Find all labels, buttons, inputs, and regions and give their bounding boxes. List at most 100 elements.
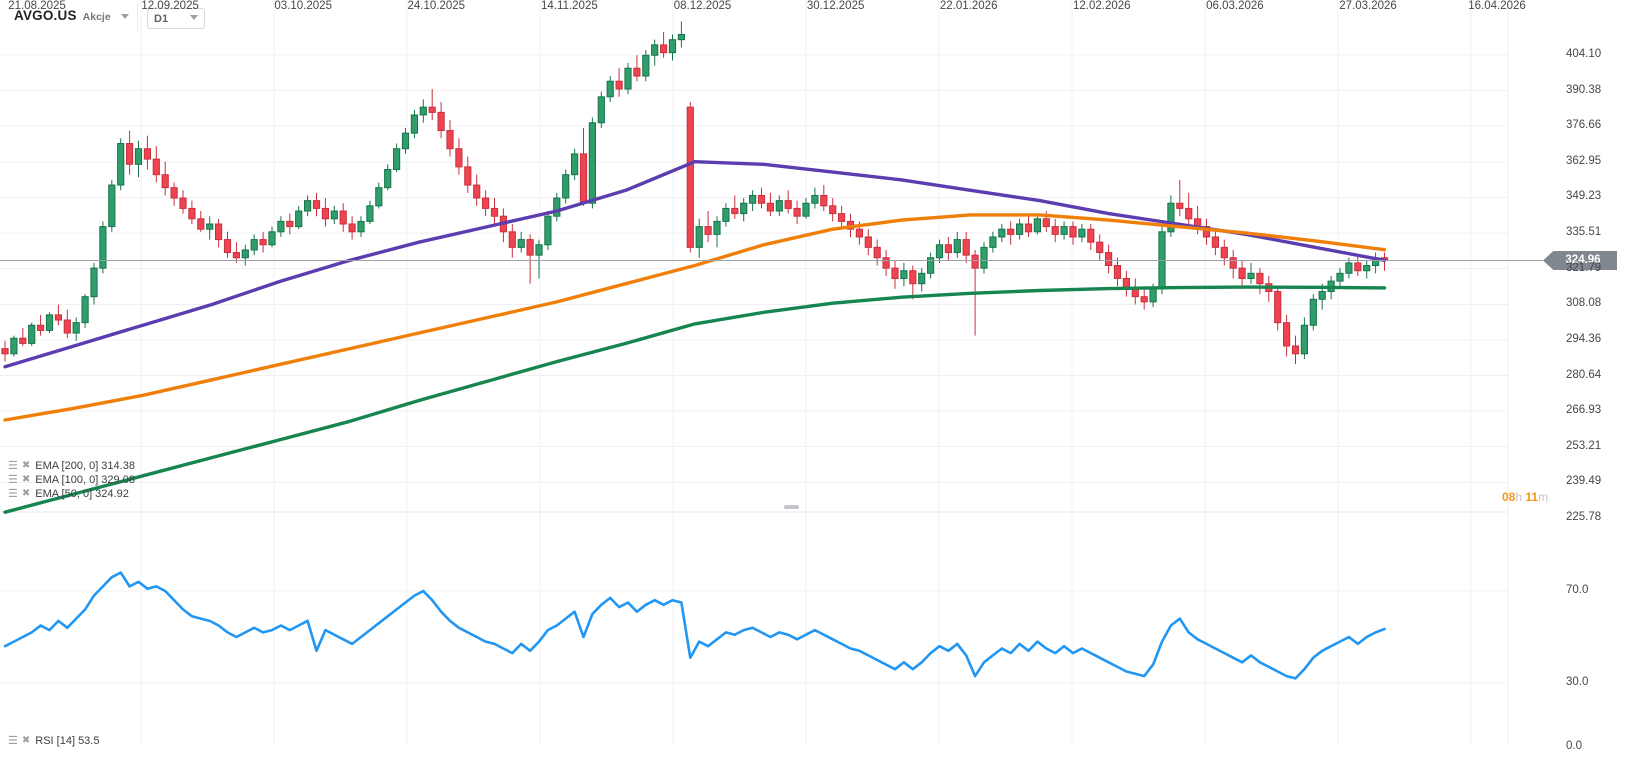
date-axis-tick: 14.11.2025	[541, 0, 598, 12]
candle	[223, 239, 232, 254]
date-axis-tick: 22.01.2026	[939, 0, 998, 12]
candle	[277, 220, 285, 233]
candle	[482, 197, 490, 209]
candle	[579, 153, 588, 204]
candle	[268, 231, 276, 246]
ema-line-100	[3, 213, 1387, 422]
candle	[526, 239, 534, 256]
candle	[624, 67, 632, 90]
candle	[134, 148, 143, 165]
candle	[971, 254, 979, 269]
candle	[1309, 298, 1317, 326]
ema-legend-label: EMA [200, 0] 314.38	[35, 459, 135, 472]
candle	[232, 252, 241, 259]
indicator-settings-icon[interactable]: ☰	[8, 487, 18, 500]
date-axis-tick: 08.12.2025	[673, 0, 732, 12]
indicator-close-icon[interactable]: ✖	[21, 473, 31, 485]
chevron-down-icon	[120, 14, 129, 19]
price-axis-tick: 253.21	[1566, 439, 1602, 452]
countdown-minutes: 11	[1525, 490, 1539, 504]
candle	[19, 337, 27, 344]
indicator-close-icon[interactable]: ✖	[21, 734, 31, 746]
candle	[37, 324, 45, 331]
candle	[1283, 322, 1291, 347]
candle	[170, 187, 178, 199]
candle	[1131, 288, 1139, 298]
candle	[749, 194, 757, 204]
candle	[615, 80, 623, 90]
candle	[562, 174, 570, 199]
candle-countdown: 08h 11m	[1502, 490, 1549, 504]
candle	[330, 210, 338, 220]
candle	[437, 111, 445, 132]
rsi-axis-tick: 30.0	[1566, 676, 1589, 688]
price-axis-tick: 404.10	[1566, 48, 1602, 60]
candle	[1318, 290, 1326, 300]
candle	[864, 236, 872, 248]
candle	[1069, 226, 1077, 238]
candle	[677, 33, 685, 41]
candle	[829, 205, 837, 215]
candle	[544, 215, 552, 246]
date-axis-tick: 03.10.2025	[274, 0, 332, 12]
price-axis-tick: 225.78	[1566, 510, 1602, 523]
candle	[882, 257, 890, 269]
candle	[81, 296, 89, 324]
pane-resize-handle[interactable]	[784, 505, 799, 509]
date-axis-tick: 24.10.2025	[407, 0, 466, 12]
indicator-settings-icon[interactable]: ☰	[8, 734, 18, 747]
candle	[197, 218, 205, 230]
price-axis-tick: 321.79	[1566, 261, 1602, 274]
timeframe-dropdown[interactable]: D1	[147, 8, 205, 29]
indicator-settings-icon[interactable]: ☰	[8, 459, 18, 472]
candlestick-series	[1, 21, 1389, 365]
date-axis-tick: 21.08.2025	[8, 0, 66, 12]
candle	[793, 207, 801, 217]
candle	[980, 246, 988, 269]
indicator-close-icon[interactable]: ✖	[21, 459, 31, 471]
candle	[1300, 324, 1309, 355]
candle	[1211, 236, 1220, 248]
candle	[1051, 226, 1059, 235]
candle	[1354, 262, 1362, 272]
indicator-settings-icon[interactable]: ☰	[8, 473, 18, 486]
candle	[90, 267, 98, 298]
symbol-header[interactable]: AVGO.US Akcje	[14, 8, 129, 23]
candle	[686, 106, 694, 248]
candle	[321, 207, 329, 220]
candle	[490, 207, 499, 217]
candle	[241, 249, 249, 259]
rsi-axis-tick: 70.0	[1566, 584, 1589, 596]
candle	[1176, 202, 1184, 209]
candle	[1220, 246, 1228, 259]
candle	[366, 205, 374, 222]
candle	[1060, 226, 1068, 235]
candle	[935, 244, 944, 259]
candle	[838, 213, 846, 222]
header-divider	[137, 3, 138, 31]
market-type-label: Akcje	[82, 11, 111, 23]
rsi-axis-tick: 0.0	[1566, 740, 1582, 752]
candle	[1274, 290, 1282, 324]
candle	[918, 272, 926, 285]
ema-legend-row: ☰ ✖ EMA [50, 0] 324.92	[8, 487, 129, 500]
candle	[820, 194, 828, 207]
candle	[633, 67, 641, 77]
candle	[998, 228, 1006, 238]
candle	[304, 200, 312, 212]
candle	[668, 39, 677, 54]
price-axis-tick: 390.38	[1566, 83, 1602, 96]
date-axis-tick: 30.12.2025	[806, 0, 865, 12]
candle	[740, 202, 748, 215]
ema-line-200	[3, 285, 1387, 514]
candle	[597, 96, 605, 124]
indicator-close-icon[interactable]: ✖	[21, 487, 31, 499]
candle	[188, 207, 196, 220]
countdown-hours: 08	[1502, 490, 1516, 504]
candle	[784, 200, 792, 209]
candle	[1247, 272, 1255, 280]
candle	[1078, 228, 1086, 238]
candle	[811, 194, 819, 204]
price-axis-tick: 376.66	[1566, 119, 1602, 132]
